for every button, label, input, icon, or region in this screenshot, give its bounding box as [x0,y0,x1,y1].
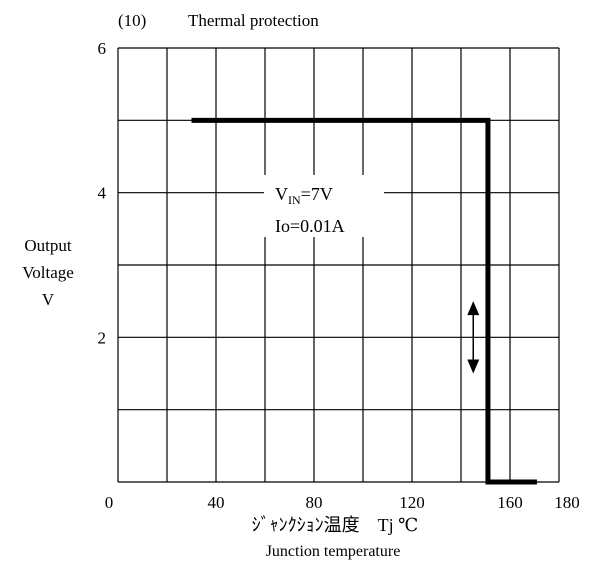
arrow-head-down [467,359,480,374]
y-tick-labels: 2 4 6 [98,39,107,347]
x-tick-label: 160 [497,493,523,512]
x-tick-label: 80 [306,493,323,512]
y-axis-label-line-3: V [42,290,55,309]
grid-lines [117,47,560,483]
x-axis-label-en: Junction temperature [266,543,401,560]
x-tick-label: 40 [208,493,225,512]
y-axis-label: Output Voltage V [22,236,74,309]
annotation-io: Io=0.01A [275,216,345,236]
arrow-head-up [467,301,480,316]
y-tick-label: 2 [98,328,107,347]
annotation-vin-main: V [275,184,288,204]
annotation-vin-sub: IN [288,193,301,207]
annotation-background [264,175,384,237]
y-tick-label: 4 [98,184,107,203]
y-tick-label: 6 [98,39,107,58]
y-axis-label-line-2: Voltage [22,263,74,282]
series-line [191,117,537,485]
series-layer [191,117,537,485]
x-tick-label: 0 [105,493,114,512]
x-axis-label-jp: ｼﾞｬﾝｸｼｮﾝ温度 Tj ℃ [252,515,419,535]
figure-number: (10) [118,11,146,30]
x-tick-label: 180 [554,493,580,512]
y-axis-label-line-1: Output [24,236,72,255]
condition-annotation: VIN=7V Io=0.01A [264,175,384,237]
hysteresis-arrow [467,301,480,374]
x-tick-label: 120 [399,493,425,512]
annotation-vin: VIN=7V [275,184,333,207]
annotation-vin-value: =7V [301,184,333,204]
x-tick-labels: 0 40 80 120 160 180 [105,493,580,512]
chart-title: Thermal protection [188,11,319,30]
